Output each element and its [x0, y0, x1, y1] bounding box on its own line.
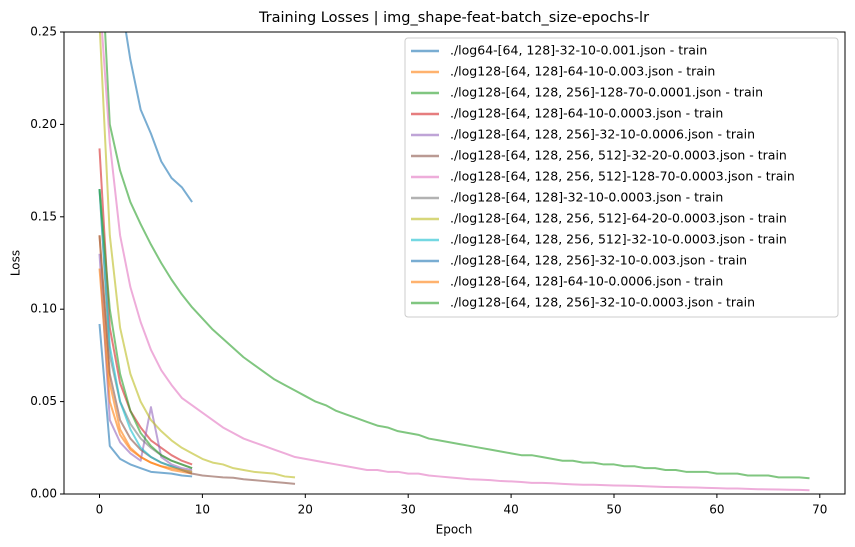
plot-lines — [98, 32, 810, 492]
legend-label: ./log128-[64, 128, 256]-128-70-0.0001.js… — [450, 85, 763, 100]
legend-label: ./log128-[64, 128, 256, 512]-128-70-0.00… — [450, 169, 795, 184]
legend-label: ./log128-[64, 128]-64-10-0.003.json - tr… — [450, 64, 715, 79]
y-axis-label: Loss — [9, 250, 23, 276]
x-tick-label: 0 — [96, 503, 104, 517]
legend-label: ./log128-[64, 128, 256, 512]-32-20-0.000… — [450, 148, 787, 163]
legend-label: ./log128-[64, 128, 256]-32-10-0.0003.jso… — [450, 295, 755, 310]
chart-title: Training Losses | img_shape-feat-batch_s… — [258, 10, 649, 26]
x-axis-label: Epoch — [436, 523, 473, 537]
y-tick-label: 0.00 — [30, 487, 57, 501]
series-line — [98, 253, 193, 471]
plot-frame — [63, 31, 846, 495]
legend-label: ./log64-[64, 128]-32-10-0.001.json - tra… — [450, 43, 707, 58]
x-tick-label: 70 — [812, 503, 827, 517]
legend-label: ./log128-[64, 128, 256]-32-10-0.0006.jso… — [450, 127, 755, 142]
series-line — [98, 148, 193, 466]
x-tick-label: 30 — [401, 503, 416, 517]
x-tick-label: 10 — [195, 503, 210, 517]
series-line — [98, 235, 296, 485]
series-line — [98, 188, 193, 470]
legend-label: ./log128-[64, 128, 256, 512]-64-20-0.000… — [450, 211, 787, 226]
x-tick-label: 40 — [503, 503, 518, 517]
x-tick-label: 60 — [709, 503, 724, 517]
series-line — [98, 268, 193, 473]
y-tick-label: 0.10 — [30, 302, 57, 316]
series-line — [98, 323, 193, 478]
series-line — [104, 32, 810, 480]
legend-label: ./log128-[64, 128]-64-10-0.0006.json - t… — [450, 274, 723, 289]
y-tick-label: 0.20 — [30, 117, 57, 131]
series-line — [101, 32, 810, 492]
legend-label: ./log128-[64, 128, 256, 512]-32-10-0.000… — [450, 232, 787, 247]
x-tick-label: 50 — [606, 503, 621, 517]
legend-box — [404, 37, 839, 318]
legend-label: ./log128-[64, 128]-64-10-0.0003.json - t… — [450, 106, 723, 121]
y-tick-label: 0.15 — [30, 209, 57, 223]
y-tick-label: 0.25 — [30, 25, 57, 39]
x-tick-label: 20 — [298, 503, 313, 517]
series-line — [124, 32, 193, 203]
legend-label: ./log128-[64, 128, 256]-32-10-0.003.json… — [450, 253, 747, 268]
y-tick-label: 0.05 — [30, 394, 57, 408]
legend-label: ./log128-[64, 128]-32-10-0.0003.json - t… — [450, 190, 723, 205]
series-line — [98, 32, 296, 479]
